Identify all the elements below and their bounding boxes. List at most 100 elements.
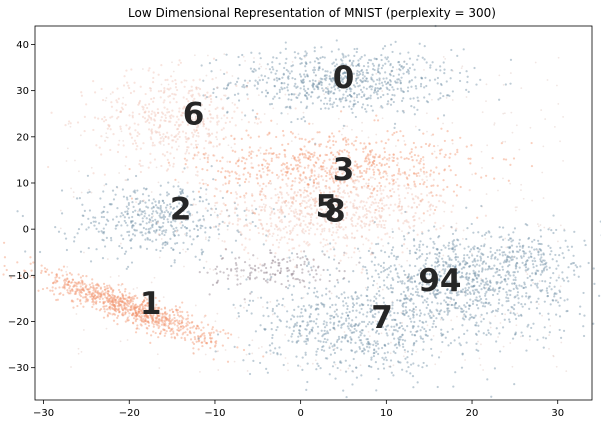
scatter-point [91,305,94,309]
scatter-point [451,139,454,142]
scatter-point [336,196,339,199]
scatter-point [393,337,396,340]
scatter-point [248,151,251,154]
scatter-point [468,276,471,279]
scatter-point [51,286,54,289]
scatter-point [184,132,188,135]
scatter-point [275,225,279,228]
scatter-point [558,315,562,318]
scatter-point [202,79,205,82]
scatter-point [178,198,181,202]
scatter-point [562,329,566,332]
scatter-point [256,122,259,125]
scatter-point [107,219,110,223]
scatter-point [126,213,129,216]
scatter-point [550,288,553,291]
scatter-point [283,305,286,308]
scatter-point [138,310,141,313]
scatter-point [286,287,290,290]
scatter-point [265,89,268,92]
scatter-point [415,257,419,260]
scatter-point [382,175,385,178]
scatter-point [352,185,355,189]
scatter-point [214,207,218,210]
scatter-point [273,212,276,214]
scatter-point [134,315,138,318]
scatter-point [268,131,271,134]
scatter-point [291,168,294,171]
scatter-point [345,165,348,168]
scatter-point [125,267,128,270]
scatter-point [345,174,348,177]
scatter-point [422,166,425,169]
scatter-point [119,110,122,113]
scatter-point [307,183,310,186]
scatter-point [246,93,249,96]
scatter-point [270,197,273,200]
scatter-point [332,139,335,143]
scatter-point [286,165,289,168]
scatter-point [275,173,279,177]
scatter-point [149,219,152,222]
scatter-point [221,167,224,170]
scatter-point [250,204,254,207]
scatter-point [361,71,365,74]
scatter-point [426,324,429,327]
scatter-point [181,111,184,114]
scatter-point [141,105,144,108]
scatter-point [173,323,176,326]
scatter-point [134,222,137,225]
scatter-point [158,256,161,259]
scatter-point [147,128,151,131]
scatter-point [100,135,103,138]
scatter-point [169,152,172,155]
scatter-point [270,211,273,214]
scatter-point [318,143,321,146]
scatter-point [312,178,315,182]
scatter-point [304,206,307,209]
scatter-point [167,142,170,146]
scatter-point [424,76,427,79]
scatter-point [408,81,411,84]
scatter-point [238,184,241,187]
scatter-point [334,170,337,174]
scatter-point [312,137,315,140]
scatter-point [198,195,201,199]
scatter-point [448,156,451,159]
scatter-point [141,311,144,314]
scatter-point [319,208,322,211]
scatter-point [549,303,552,306]
scatter-point [297,170,300,173]
scatter-point [355,188,358,191]
scatter-point [165,209,168,212]
scatter-point [187,100,190,103]
scatter-point [237,217,240,220]
scatter-point [337,199,340,202]
scatter-point [106,292,110,296]
scatter-point [209,141,213,144]
scatter-point [162,328,165,331]
scatter-point [189,235,192,238]
scatter-point [380,225,383,229]
scatter-point [373,165,376,169]
scatter-point [145,187,148,190]
scatter-point [377,71,380,74]
scatter-point [299,209,302,212]
scatter-point [117,115,120,119]
scatter-point [314,74,317,77]
scatter-point [184,250,187,253]
scatter-point [542,336,545,339]
scatter-point [511,282,514,285]
scatter-point [283,201,287,204]
scatter-point [465,96,468,98]
scatter-point [357,194,360,197]
scatter-point [272,107,275,110]
scatter-point [144,319,147,322]
scatter-point [124,210,127,213]
scatter-point [299,174,302,177]
scatter-point [386,158,389,161]
scatter-point [159,140,162,143]
scatter-point [193,130,197,133]
scatter-point [504,253,507,256]
scatter-point [117,143,120,146]
